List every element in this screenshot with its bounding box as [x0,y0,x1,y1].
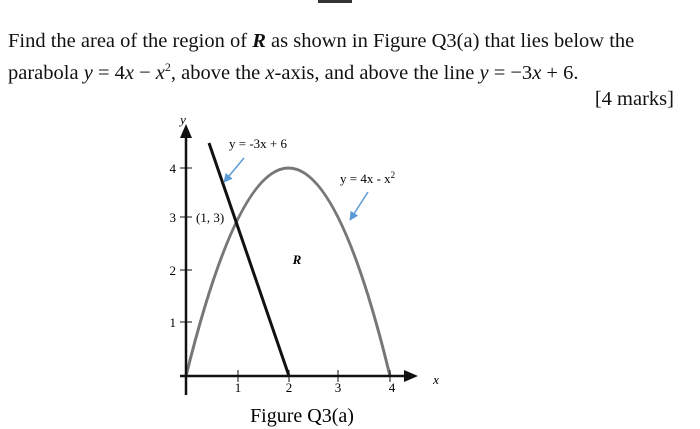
text: as shown in Figure Q3(a) that lies below… [265,30,635,52]
math: x [265,61,275,84]
axis-arrow [404,370,418,382]
line-label: y = -3x + 6 [229,136,287,151]
region-name: R [252,30,266,52]
figure-caption: Figure Q3(a) [250,405,354,427]
parabola [184,166,392,377]
axis-label: x [432,372,439,387]
tick-labels: 1 2 3 4 1 2 3 4 [170,161,396,395]
text: -axis, and above the line [274,61,480,84]
axis-arrow [180,124,192,138]
pointer-arrow [223,157,245,183]
math: = 4 [92,61,125,84]
math: y [479,61,489,84]
question-line: parabola y = 4x − x2, above the x-axis, … [8,60,578,85]
line-curve [207,142,291,377]
y-tick-label: 4 [170,161,177,176]
math: = −3 [488,61,533,84]
text: Find the area of the region of [8,30,253,52]
marks: [4 marks] [594,88,674,110]
label-text: y = 4x - x [340,171,391,186]
label-exp: 2 [391,170,396,180]
y-tick-label: 2 [170,263,177,278]
y-tick-label: 3 [170,210,177,225]
x-tick-label: 2 [286,380,293,395]
ticks [180,167,391,382]
parabola-label: y = 4x - x2 [340,170,395,186]
math: 2 [164,60,171,74]
math: x [155,61,165,84]
pointer-arrow [349,191,369,221]
point-label: (1, 3) [196,210,224,225]
top-rule [318,0,352,3]
x-tick-label: 3 [335,380,342,395]
x-tick-label: 1 [235,380,242,395]
math: x [532,61,542,84]
math: x [124,61,134,84]
axis-label: y [178,112,186,127]
math: y [83,61,93,84]
text: , above the [170,61,266,84]
text: . [573,61,579,84]
math: + 6 [541,61,574,84]
region-label: R [292,252,302,267]
text: parabola [8,61,84,84]
x-tick-label: 4 [389,380,396,395]
region [238,144,390,376]
math: − [133,61,156,84]
y-tick-label: 1 [170,315,177,330]
question-line: Find the area of the region of R as show… [8,30,634,53]
